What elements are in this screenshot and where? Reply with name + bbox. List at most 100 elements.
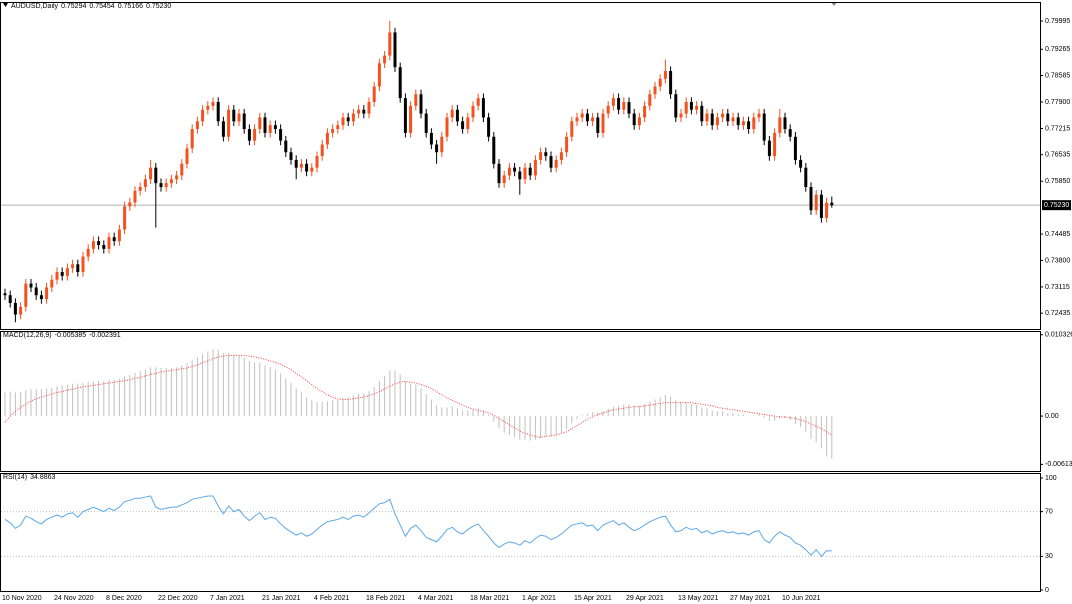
candle-body [86,248,90,257]
candle-body [195,121,199,130]
indicator-title: MACD(12,26,9) [3,332,52,339]
rsi-line [4,495,832,558]
candle-body [476,98,480,106]
candle-body [206,105,210,110]
candle-body [741,121,745,126]
candle-body [50,279,54,288]
candle-body [773,132,777,157]
candle-body [788,129,792,137]
candle-body [580,113,584,118]
candle-body [289,152,293,160]
candle-body [507,167,511,176]
candle-body [341,117,345,126]
x-tick-label: 8 Dec 2020 [106,595,142,602]
y-tick-label: 0.00 [1045,413,1059,420]
candle-body [429,132,433,145]
candle-body [107,237,111,249]
x-tick-label: 4 Mar 2021 [418,595,454,602]
candle-body [55,272,59,280]
candle-body [143,179,147,188]
candle-body [611,98,615,106]
candle-body [523,167,527,180]
candle-body [539,152,543,160]
candle-body [825,202,829,218]
candle-body [154,167,158,184]
candle-body [710,113,714,126]
price-tag-label: 0.75230 [1044,202,1069,209]
header-value: 0.75454 [89,3,114,10]
candle-body [830,202,834,206]
candle-body [221,121,225,137]
candle-body [700,105,704,122]
candle-body [60,272,64,276]
candle-body [403,98,407,133]
candle-body [279,129,283,141]
x-tick-label: 7 Jan 2021 [210,595,245,602]
candle-body [747,121,751,130]
candle-body [440,136,444,153]
candle-body [632,113,636,126]
candle-body [227,109,231,137]
candle-body [128,202,132,207]
candle-body [325,132,329,145]
candle-body [13,302,17,315]
candle-body [414,94,418,106]
candle-body [29,283,33,288]
candle-body [315,156,319,168]
candle-body [643,105,647,118]
candle-body [487,117,491,137]
candle-body [601,113,605,133]
candle-body [211,101,215,106]
header-value: 0.75166 [118,3,143,10]
candle-body [445,117,449,137]
x-tick-label: 22 Dec 2020 [158,595,198,602]
candle-body [799,159,803,168]
candle-body [258,117,262,130]
candle-body [627,101,631,114]
x-tick-label: 18 Feb 2021 [366,595,405,602]
candle-body [518,171,522,180]
candle-body [726,113,730,122]
candle-body [284,140,288,153]
candle-body [216,101,220,122]
header-value: 0.75294 [61,3,86,10]
candle-body [34,287,38,296]
candle-body [450,109,454,118]
candle-body [424,113,428,133]
candle-body [679,113,683,118]
candle-body [492,136,496,164]
y-tick-label: 0.73115 [1045,284,1070,291]
indicator-title: AUDUSD,Daily [11,3,59,10]
candle-body [721,113,725,118]
candle-body [237,113,241,122]
candle-body [695,105,699,110]
candle-body [814,194,818,211]
candle-body [175,175,179,180]
candle-body [336,125,340,130]
y-tick-label: 0.73800 [1045,257,1070,264]
candle-body [715,117,719,126]
candle-body [549,156,553,168]
y-tick-label: 0.010326 [1045,332,1072,339]
candle-body [76,264,80,273]
candle-body [752,117,756,130]
candle-body [481,98,485,118]
candle-body [351,113,355,122]
symbol-menu-arrow[interactable] [3,3,8,7]
candle-body [299,163,303,168]
candle-body [149,167,153,180]
candle-body [466,117,470,130]
panel-header: AUDUSD,Daily 0.75294 0.75454 0.75166 0.75230 [11,3,171,10]
candle-body [435,144,439,153]
x-tick-label: 27 May 2021 [730,595,771,602]
candle-body [253,129,257,141]
y-tick-label: 0.77900 [1045,99,1070,106]
candle-body [585,113,589,122]
candle-body [383,55,387,64]
candle-body [409,105,413,133]
header-value: -0.002391 [89,332,121,339]
candle-body [331,129,335,133]
candle-body [310,167,314,172]
y-tick-label: 0 [1045,587,1049,594]
